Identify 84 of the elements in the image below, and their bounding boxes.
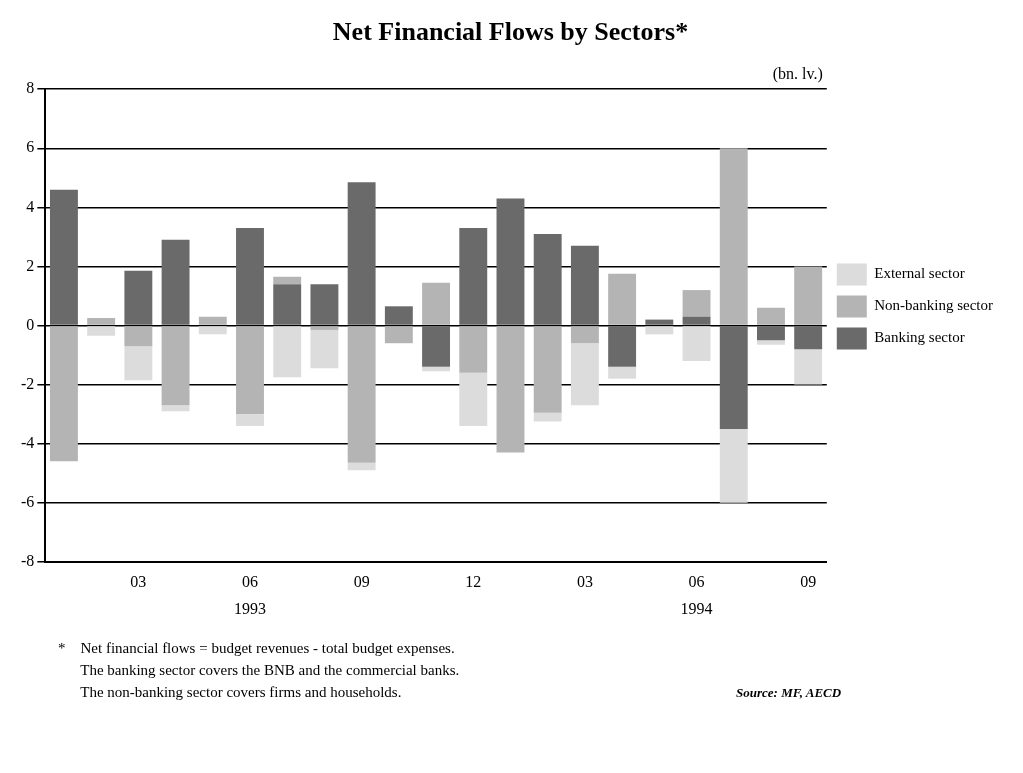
bar (645, 319, 674, 325)
bar (794, 326, 823, 350)
y-tick-label: -6 (21, 492, 35, 510)
bar (161, 405, 190, 412)
bar (570, 326, 599, 344)
bar (459, 372, 488, 426)
bar (496, 198, 525, 325)
y-axis-title: (bn. lv.) (772, 65, 823, 84)
x-tick-label: 06 (241, 572, 258, 590)
bar (570, 343, 599, 406)
bar (682, 326, 711, 361)
bar (533, 233, 562, 325)
text: * Net financial flows = budget revenues - total budget expenses. (58, 640, 455, 657)
bar (757, 340, 785, 345)
source-note: Source: MF, AECD (736, 684, 842, 700)
bar (422, 282, 451, 325)
bar (496, 326, 525, 453)
bar (459, 326, 488, 373)
bar (273, 276, 302, 285)
bar (49, 326, 78, 462)
bar (608, 273, 637, 325)
bar (124, 326, 153, 347)
x-tick-label: 06 (688, 572, 705, 590)
text: 1993 (233, 600, 266, 617)
bar (124, 346, 153, 381)
bar (384, 326, 413, 344)
text: The banking sector covers the BNB and the commercial banks. (58, 662, 460, 679)
y-tick-label: 4 (26, 197, 35, 215)
bar (719, 326, 748, 429)
legend-label: Banking sector (874, 329, 965, 346)
x-tick-label: 03 (130, 572, 147, 590)
y-tick-label: 2 (26, 256, 35, 274)
bar (794, 266, 823, 325)
y-tick-label: -8 (21, 552, 35, 569)
x-tick-label: 09 (800, 572, 817, 590)
bar (347, 462, 376, 471)
y-tick-label: 6 (26, 138, 35, 156)
bar (87, 318, 116, 325)
bar (422, 366, 451, 372)
bar (273, 326, 302, 378)
bar (198, 326, 227, 335)
legend-label: External sector (874, 265, 965, 282)
text: 1994 (680, 600, 713, 617)
bar (161, 326, 190, 406)
bar (310, 284, 339, 325)
x-tick-label: 03 (576, 572, 593, 590)
bar (645, 326, 674, 335)
bar (682, 316, 711, 325)
text: The non-banking sector covers firms and households. (58, 684, 402, 701)
bar (49, 189, 78, 325)
y-tick-label: 8 (26, 79, 35, 97)
bar (347, 326, 376, 463)
x-tick-label: 12 (465, 572, 482, 590)
chart-title: Net Financial Flows by Sectors* (332, 17, 689, 47)
y-tick-label: -4 (21, 433, 35, 451)
bar (273, 284, 302, 325)
bar (161, 239, 190, 325)
bar (757, 307, 785, 325)
bar (347, 182, 376, 325)
bar (794, 349, 823, 385)
bar (719, 428, 748, 503)
bar (608, 366, 637, 379)
bar (236, 326, 264, 415)
bar (682, 290, 711, 317)
bar (310, 329, 339, 369)
bar (310, 326, 339, 330)
bar (87, 326, 116, 336)
bar (236, 414, 264, 426)
bar (719, 148, 748, 325)
bar (198, 316, 227, 325)
bar (533, 326, 562, 413)
bar (757, 326, 785, 341)
bar (533, 412, 562, 422)
bar (422, 326, 451, 367)
legend-label: Non-banking sector (874, 297, 993, 314)
bar (236, 228, 264, 325)
bar (608, 326, 637, 367)
bar (459, 228, 488, 325)
bar (124, 270, 153, 325)
x-tick-label: 09 (353, 572, 370, 590)
bar (570, 245, 599, 325)
y-tick-label: -2 (21, 374, 35, 392)
y-tick-label: 0 (26, 315, 35, 333)
bar (384, 306, 413, 325)
